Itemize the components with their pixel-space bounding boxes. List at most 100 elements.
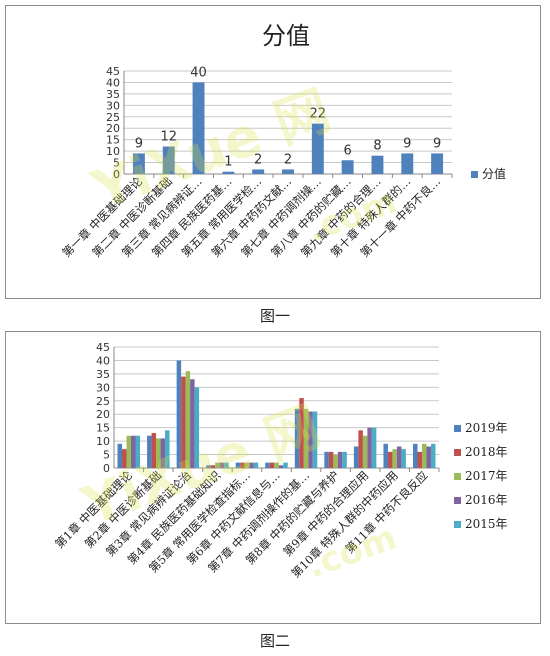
- legend-label: 2015年: [465, 517, 508, 531]
- data-label: 6: [343, 143, 351, 158]
- bar: [147, 435, 152, 468]
- bar: [401, 153, 414, 174]
- data-label: 12: [160, 130, 177, 145]
- y-tick-label: 30: [106, 99, 120, 112]
- bar: [312, 411, 318, 468]
- data-label: 9: [433, 136, 441, 151]
- legend-swatch: [454, 497, 461, 504]
- figure-1-caption: 图一: [259, 307, 290, 325]
- y-tick-label: 0: [113, 168, 120, 181]
- bar: [278, 465, 284, 468]
- bar: [126, 435, 132, 468]
- legend-swatch: [454, 449, 461, 456]
- bar: [265, 462, 270, 468]
- y-tick-label: 0: [103, 462, 110, 475]
- bar: [131, 435, 136, 468]
- legend-swatch: [454, 521, 461, 528]
- bar: [162, 146, 175, 174]
- y-tick-label: 5: [113, 157, 120, 170]
- bar: [401, 449, 406, 468]
- bar: [308, 411, 313, 468]
- bar: [392, 449, 397, 468]
- bar: [426, 446, 431, 468]
- y-tick-label: 10: [106, 145, 120, 158]
- legend-label: 2017年: [465, 469, 508, 483]
- y-tick-label: 40: [96, 354, 110, 367]
- y-tick-label: 40: [106, 76, 120, 89]
- bar: [206, 465, 211, 468]
- bar: [190, 379, 195, 468]
- data-label: 22: [310, 107, 327, 122]
- bar: [117, 443, 123, 468]
- y-tick-label: 10: [96, 435, 110, 448]
- bar: [122, 449, 127, 468]
- y-tick-label: 20: [96, 408, 110, 421]
- data-label: 8: [373, 139, 381, 154]
- bar: [337, 451, 343, 468]
- bar: [299, 398, 304, 468]
- bar: [219, 462, 225, 468]
- legend-swatch: [454, 473, 461, 480]
- bar: [294, 408, 300, 468]
- bar: [328, 451, 334, 468]
- bar: [240, 462, 245, 468]
- bar: [274, 462, 279, 468]
- bar: [387, 451, 393, 468]
- bar: [417, 451, 422, 468]
- bar: [303, 408, 309, 468]
- bar: [311, 123, 324, 174]
- bar: [358, 430, 363, 468]
- data-label: 9: [403, 136, 411, 151]
- bar: [353, 446, 359, 468]
- bar: [341, 160, 354, 174]
- bar: [249, 462, 254, 468]
- bar: [333, 454, 338, 468]
- bar: [185, 371, 191, 468]
- bar: [160, 438, 166, 468]
- bar: [132, 153, 145, 174]
- bar: [383, 443, 388, 468]
- y-tick-label: 15: [96, 422, 110, 435]
- bar: [194, 387, 200, 468]
- figure-2-caption: 图二: [259, 632, 290, 650]
- bar: [244, 462, 250, 468]
- legend-swatch: [471, 171, 478, 178]
- bar: [413, 443, 418, 468]
- bar: [151, 433, 157, 468]
- bar: [210, 465, 216, 468]
- bar: [283, 462, 288, 468]
- bar: [224, 462, 229, 468]
- bar: [421, 443, 427, 468]
- data-label: 2: [254, 152, 262, 167]
- bar: [342, 451, 347, 468]
- bar: [135, 435, 140, 468]
- y-tick-label: 5: [103, 449, 110, 462]
- bar: [176, 360, 182, 468]
- data-label: 1: [224, 155, 232, 170]
- data-label: 9: [135, 136, 143, 151]
- bar: [396, 446, 402, 468]
- legend-label: 分值: [482, 166, 506, 181]
- bar: [181, 376, 186, 468]
- bar: [282, 169, 294, 174]
- legend-label: 2019年: [465, 421, 508, 435]
- bar: [253, 462, 259, 468]
- legend-swatch: [454, 425, 461, 432]
- legend-label: 2018年: [465, 445, 508, 459]
- bar: [430, 443, 436, 468]
- y-tick-label: 25: [96, 395, 110, 408]
- bar: [324, 451, 329, 468]
- bar: [156, 438, 161, 468]
- y-tick-label: 45: [96, 341, 110, 354]
- chart-1-frame: 分值 0 5 10 15 20 25 30 35 40 45 9 第一章 中医基础理论 12 第二章 中医诊…: [5, 5, 541, 299]
- y-tick-label: 25: [106, 111, 120, 124]
- y-tick-label: 15: [106, 134, 120, 147]
- y-tick-label: 35: [106, 88, 120, 101]
- y-tick-label: 30: [96, 381, 110, 394]
- bar: [252, 169, 265, 174]
- bar: [269, 462, 275, 468]
- data-label: 40: [190, 65, 207, 80]
- y-tick-label: 35: [96, 368, 110, 381]
